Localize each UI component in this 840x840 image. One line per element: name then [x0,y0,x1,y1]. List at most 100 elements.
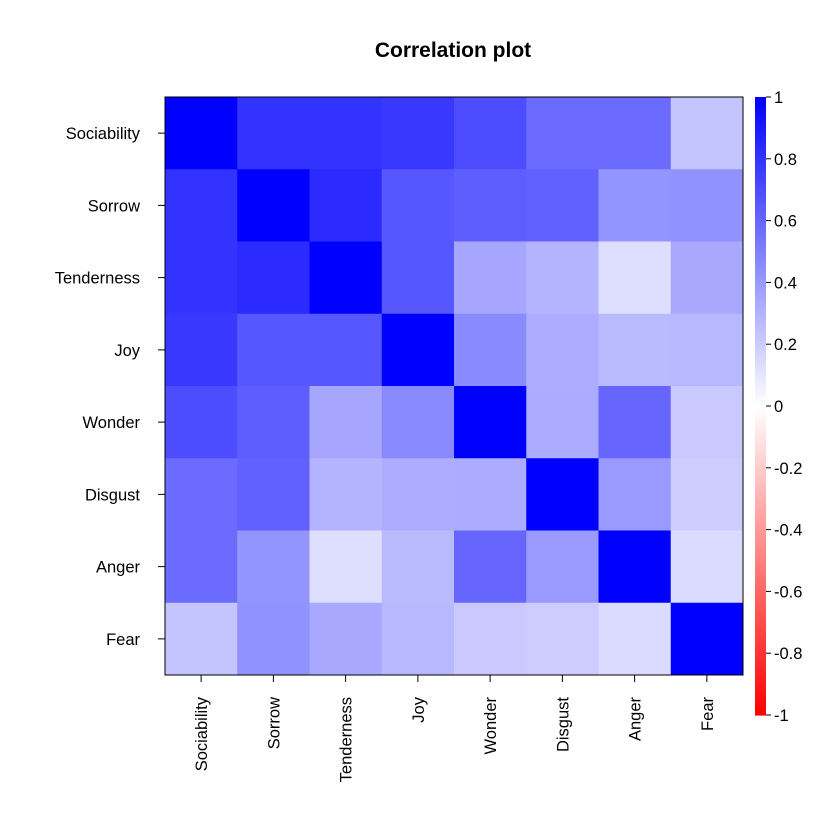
color-bar-segment [755,341,766,345]
color-bar-segment [755,273,766,277]
color-bar-segment [755,566,766,571]
color-bar-segment [755,372,766,376]
heatmap-cell [454,313,527,387]
color-bar-segment [755,436,766,441]
color-bar-segment [755,591,766,596]
heatmap-cell [165,169,238,242]
color-bar-segment [755,368,766,373]
color-bar-segment [755,211,766,216]
color-bar-segment [755,427,766,432]
heatmap-cell [237,313,310,387]
heatmap-cell [670,602,744,676]
heatmap-cell [598,530,672,604]
color-bar-segment [755,127,766,132]
color-bar-segment [755,480,766,484]
color-bar-segment [755,263,766,268]
y-axis: Sociability Sorrow Tenderness Joy Wonder Disg… [55,125,165,649]
color-bar-segment [755,294,766,299]
color-bar-segment [755,325,766,330]
heatmap-cell [165,241,238,315]
color-bar-segment [755,659,766,664]
heatmap-cell [670,386,744,459]
color-bar-segment [755,347,766,351]
color-bar-segment [755,214,766,219]
x-axis: Sociability Sorrow Tenderness Joy Wonder Disg… [193,675,717,782]
color-bar-segment [755,276,766,280]
color-bar-segment [755,208,766,212]
heatmap-cell [381,97,455,170]
y-tick-label: Sorrow [88,197,140,215]
color-bar-segment [755,631,766,636]
x-tick-label: Joy [410,696,428,722]
color-bar-segment [755,690,766,694]
heatmap-cell [309,602,383,676]
color-bar-segment [755,681,766,685]
heatmap-cell [309,386,383,459]
color-bar-label: 0 [774,398,783,416]
color-bar-segment [755,650,766,654]
x-tick-label: Disgust [554,697,572,752]
color-bar-segment [755,220,766,225]
color-bar-segment [755,313,766,317]
color-bar-segment [755,387,766,392]
color-bar-segment [755,606,766,611]
color-bar-segment [755,254,766,259]
color-bar-segment [755,270,766,274]
color-bar-segment [755,504,766,509]
color-bar-segment [755,572,766,577]
heatmap-cell [454,458,527,531]
color-bar-segment [755,486,766,491]
color-bar-segment [755,100,766,104]
color-bar-segment [755,643,766,648]
color-bar-segment [755,266,766,271]
color-bar-segment [755,662,766,667]
color-bar-segment [755,637,766,642]
heatmap-cell [381,169,455,242]
color-bar-label: 0.4 [774,274,797,292]
color-bar-segment [755,328,766,333]
color-bar-segment [755,467,766,472]
y-tick-label: Anger [96,559,141,577]
color-bar-segment [755,699,766,704]
heatmap-cell [598,313,672,387]
color-bar-segment [755,443,766,447]
color-bar-segment [755,433,766,438]
color-bar-segment [755,684,766,688]
color-bar-segment [755,134,766,138]
color-bar-segment [755,180,766,185]
color-bar-segment [755,492,766,497]
heatmap-cell [670,530,744,604]
color-bar-segment [755,106,766,110]
x-tick-label: Tenderness [338,697,356,782]
color-bar-segment [755,192,766,197]
heatmap-cell [454,602,527,676]
heatmap-cell [381,602,455,676]
color-bar-segment [755,310,766,314]
color-bar-segment [755,563,766,568]
color-bar-segment [755,226,766,231]
color-bar-segment [755,625,766,630]
color-bar-segment [755,322,766,327]
color-bar-segment [755,297,766,302]
color-bar-segment [755,143,766,148]
color-bar-segment [755,359,766,364]
color-bar-segment [755,356,766,361]
color-bar-segment [755,236,766,240]
heatmap-cell [381,530,455,604]
color-bar-segment [755,177,766,182]
heatmap-cell [165,602,238,676]
color-bar-segment [755,554,766,559]
color-bar-segment [755,495,766,500]
heatmap-cell [381,241,455,315]
color-bar-segment [755,687,766,691]
color-bar-segment [755,585,766,589]
color-bar-segment [755,202,766,206]
color-bar-segment [755,446,766,450]
color-bar-label: -0.4 [774,522,802,540]
heatmap-cell [165,530,238,604]
color-bar-segment [755,245,766,250]
color-bar-segment [755,109,766,114]
heatmap-cell [526,169,599,242]
color-bar-segment [755,674,766,679]
